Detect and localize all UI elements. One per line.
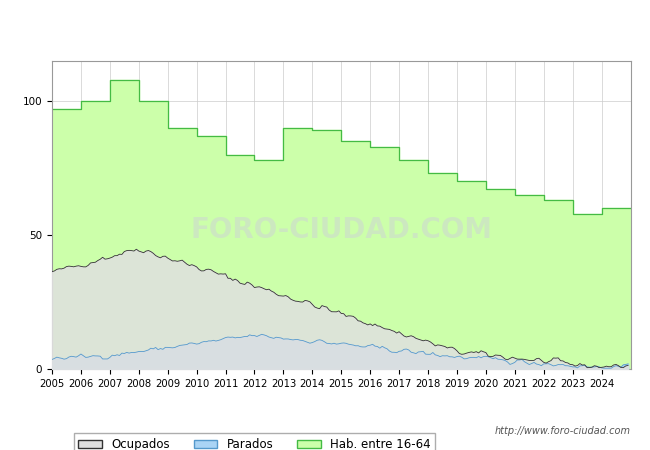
Legend: Ocupados, Parados, Hab. entre 16-64: Ocupados, Parados, Hab. entre 16-64 — [73, 433, 436, 450]
Text: FORO-CIUDAD.COM: FORO-CIUDAD.COM — [190, 216, 492, 244]
Text: Castrillo de la Valduerna - Evolucion de la poblacion en edad de Trabajar Noviem: Castrillo de la Valduerna - Evolucion de… — [60, 21, 590, 31]
Text: http://www.foro-ciudad.com: http://www.foro-ciudad.com — [495, 427, 630, 436]
